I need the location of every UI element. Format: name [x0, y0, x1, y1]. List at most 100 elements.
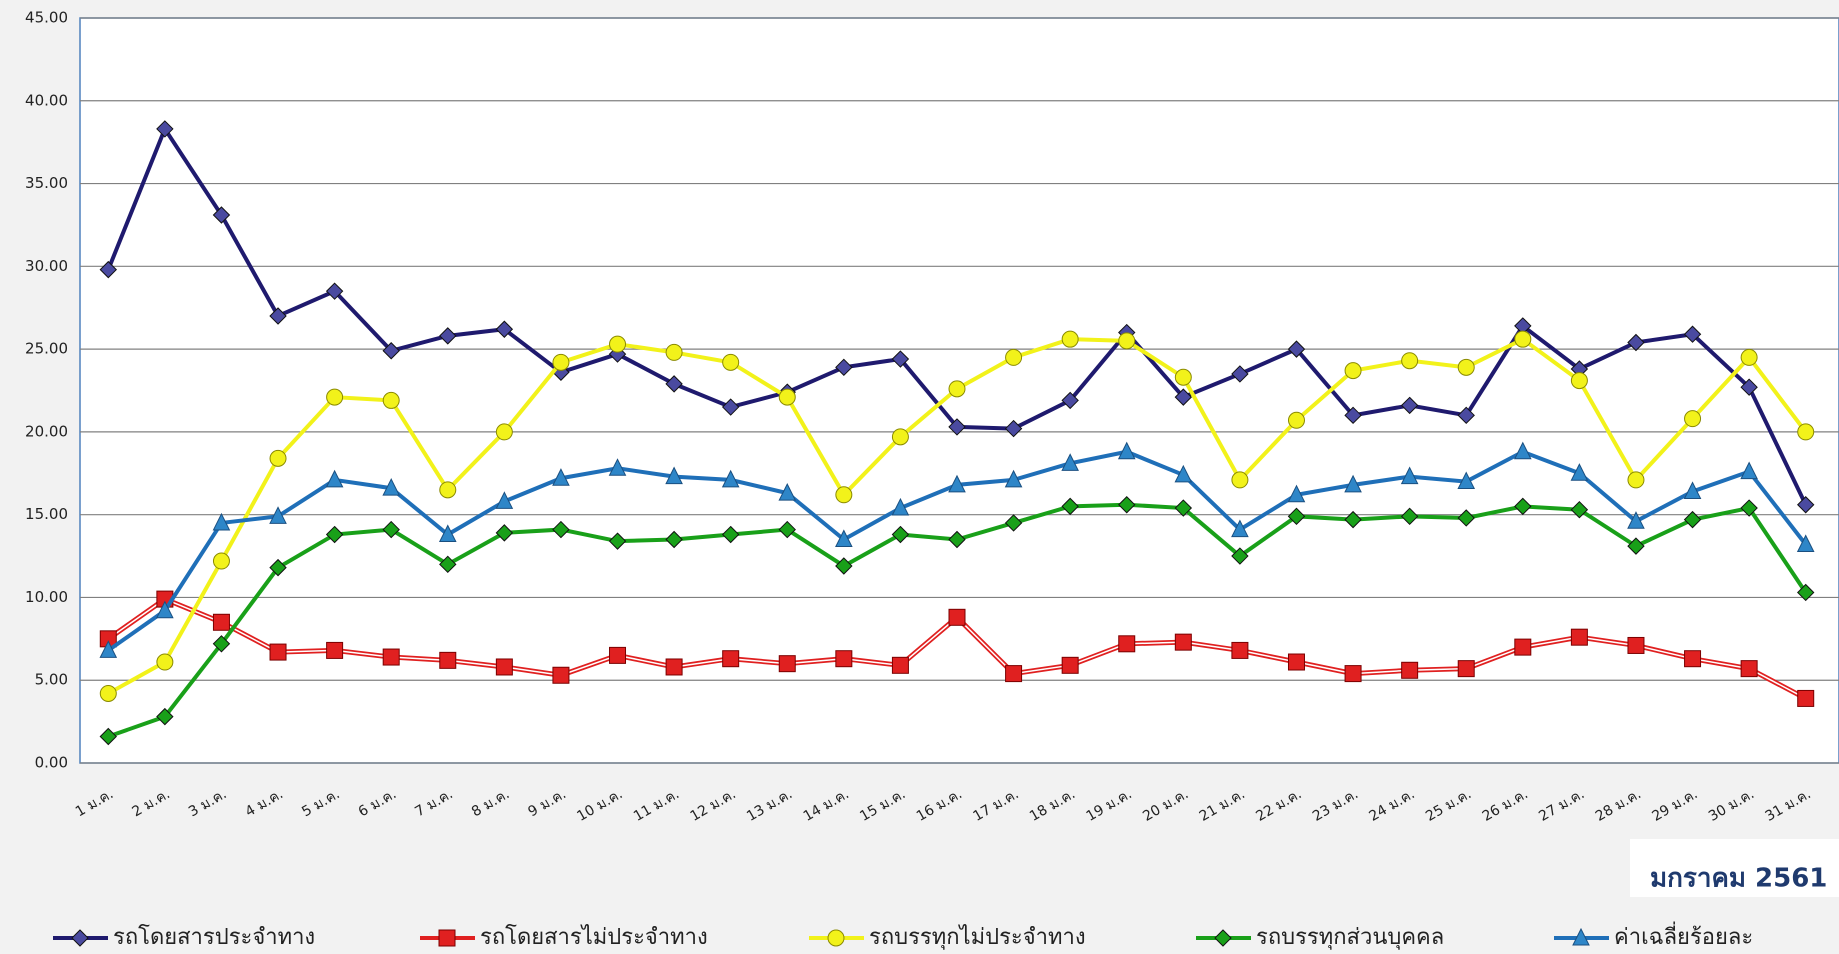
point	[778, 655, 796, 673]
point	[1457, 509, 1475, 527]
point	[1287, 653, 1305, 671]
point	[1457, 406, 1475, 425]
point	[948, 474, 966, 493]
point	[156, 600, 174, 619]
point	[1118, 332, 1136, 350]
point	[608, 532, 627, 550]
point	[382, 342, 400, 360]
legend-label: ค่าเฉลี่ยร้อยละ	[1614, 921, 1753, 950]
point	[1740, 348, 1758, 366]
point	[1118, 635, 1136, 653]
point	[665, 466, 683, 485]
y-tick-label: 5.00	[35, 671, 68, 689]
point	[552, 520, 570, 539]
point	[1287, 507, 1306, 526]
point	[1287, 340, 1306, 358]
point	[1570, 372, 1588, 390]
point	[495, 423, 513, 441]
point	[1401, 661, 1419, 679]
point	[269, 449, 287, 467]
point	[1514, 497, 1532, 516]
point	[1796, 534, 1815, 552]
point	[948, 418, 966, 436]
point	[721, 398, 740, 416]
point	[1061, 391, 1079, 410]
point	[1740, 378, 1758, 396]
point	[891, 525, 910, 544]
point	[1004, 419, 1023, 438]
point	[1457, 358, 1475, 376]
y-tick-label: 15.00	[25, 505, 68, 523]
point	[665, 343, 683, 361]
point	[778, 483, 797, 501]
point	[1231, 547, 1249, 565]
point	[948, 608, 966, 626]
point	[99, 260, 117, 279]
point	[1061, 656, 1079, 674]
point	[1287, 484, 1306, 503]
legend-label: รถบรรทุกไม่ประจำทาง	[869, 924, 1086, 950]
y-tick-label: 10.00	[25, 588, 68, 606]
point	[1797, 583, 1815, 602]
point	[439, 555, 457, 574]
point	[326, 641, 344, 659]
point	[1740, 461, 1758, 480]
point	[1740, 660, 1758, 678]
point	[1400, 507, 1419, 526]
point	[835, 557, 853, 575]
point	[1344, 406, 1362, 425]
point	[891, 656, 909, 674]
point	[1627, 511, 1645, 529]
point	[552, 353, 570, 371]
point	[382, 391, 400, 409]
point	[1344, 362, 1362, 380]
point	[722, 650, 740, 668]
point	[835, 650, 853, 668]
point	[721, 525, 740, 544]
point	[1231, 471, 1249, 489]
point	[438, 524, 457, 543]
point	[1514, 638, 1532, 656]
point	[552, 666, 570, 684]
point	[99, 727, 117, 746]
point	[156, 120, 174, 138]
point	[1231, 641, 1249, 659]
point	[1401, 352, 1419, 370]
point	[1684, 650, 1702, 668]
point	[1287, 411, 1305, 429]
legend-marker	[1214, 929, 1232, 947]
point	[609, 646, 627, 664]
point	[1513, 441, 1532, 460]
point	[212, 206, 231, 224]
point	[778, 388, 796, 406]
y-tick-label: 20.00	[25, 422, 68, 440]
point	[382, 648, 400, 666]
point	[1005, 665, 1023, 683]
point	[269, 558, 287, 577]
point	[1174, 499, 1193, 517]
point	[495, 658, 513, 676]
point	[1514, 330, 1532, 348]
point	[439, 327, 457, 345]
point	[1061, 497, 1079, 516]
point	[1004, 514, 1023, 532]
point	[99, 684, 117, 702]
legend-marker	[438, 929, 456, 947]
point	[552, 468, 570, 486]
point	[608, 458, 627, 476]
point	[326, 388, 344, 406]
point	[1627, 636, 1645, 654]
point	[1740, 499, 1758, 517]
point	[1684, 410, 1702, 428]
point	[325, 525, 344, 544]
point	[1231, 519, 1249, 538]
point	[325, 282, 344, 300]
legend-marker	[71, 929, 89, 947]
point	[835, 486, 853, 504]
point	[1174, 464, 1193, 483]
point	[1231, 365, 1249, 383]
point	[948, 380, 966, 398]
point	[1117, 441, 1136, 460]
point	[382, 520, 400, 539]
point	[1627, 333, 1645, 352]
